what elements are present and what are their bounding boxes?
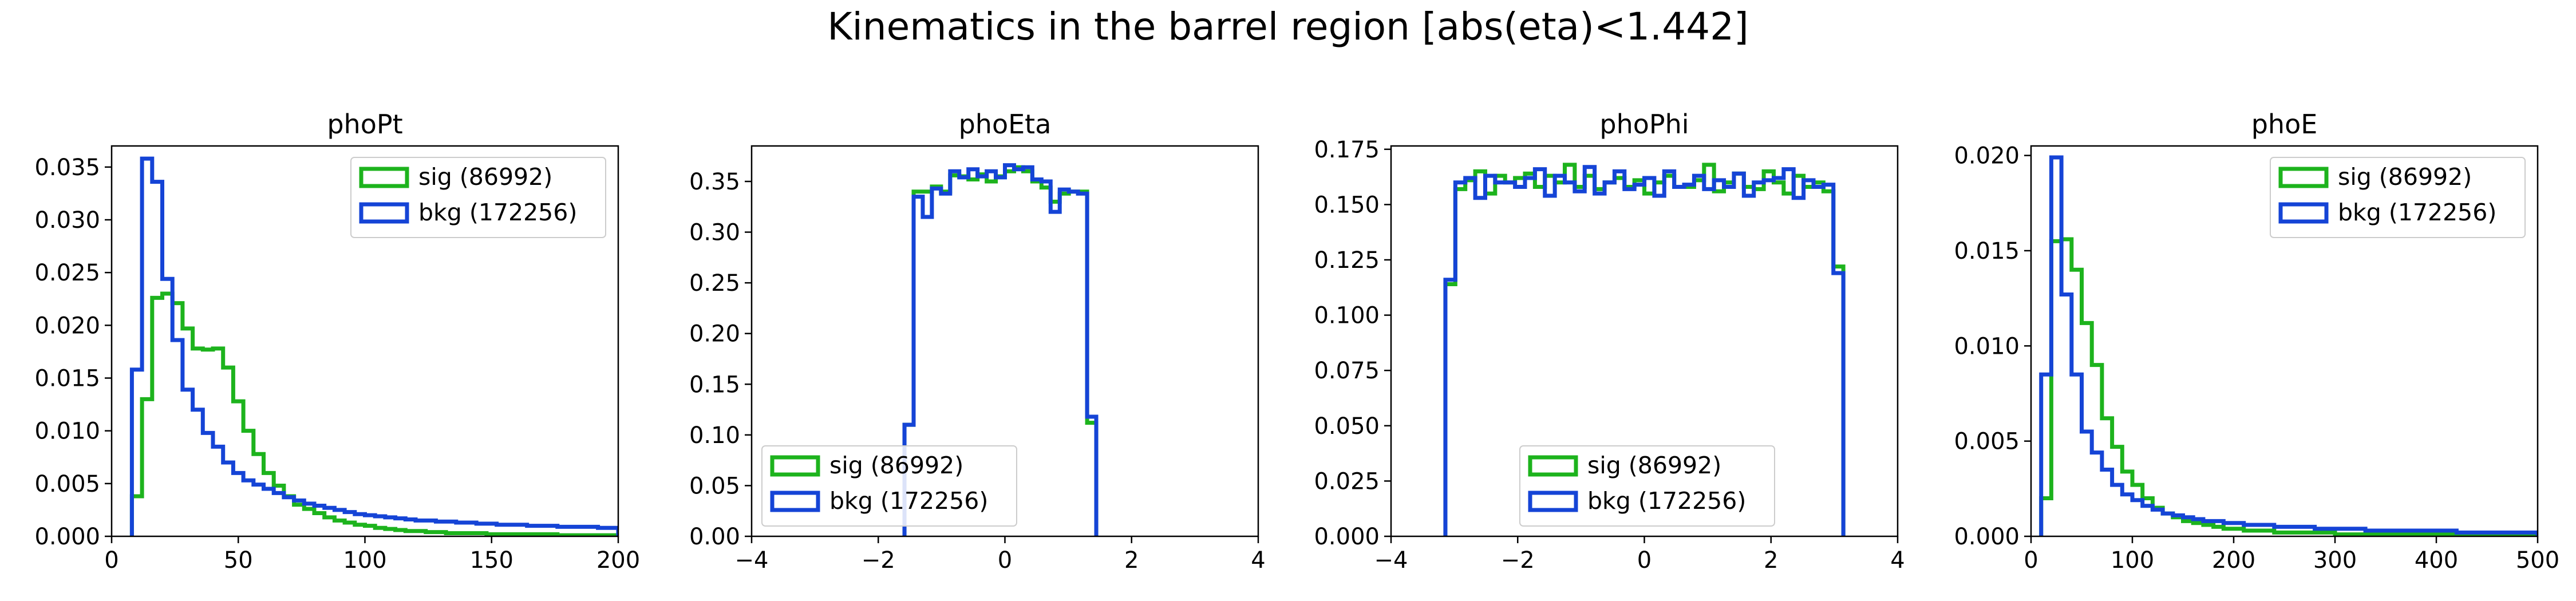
y-tick-label: 0.15 xyxy=(689,371,740,398)
x-tick-label: 100 xyxy=(343,547,386,574)
legend-swatch-sig xyxy=(1528,455,1578,477)
y-tick-label: 0.10 xyxy=(689,422,740,449)
x-tick-label: −4 xyxy=(735,547,769,574)
y-tick-label: 0.020 xyxy=(1954,143,2020,169)
x-tick-label: −2 xyxy=(1501,547,1535,574)
x-tick-label: −2 xyxy=(862,547,895,574)
panel-phoeta: phoEta −4 −2 0 2 4 0.00 0.05 0.10 0.15 0.20 0.25 0.3… xyxy=(689,109,1266,574)
figure-title: Kinematics in the barrel region [abs(eta… xyxy=(827,5,1749,49)
y-tick-label: 0.000 xyxy=(1954,524,2020,550)
y-tick-label: 0.000 xyxy=(34,524,100,550)
legend-label-bkg: bkg (172256) xyxy=(2338,199,2496,226)
x-tick-label: 400 xyxy=(2415,547,2458,574)
legend-label-bkg: bkg (172256) xyxy=(418,199,577,226)
x-tick-label: 0 xyxy=(104,547,118,574)
x-tick-label: 0 xyxy=(2024,547,2038,574)
panel-phophi: phoPhi −4 −2 0 2 4 0.000 0.025 0.050 0.075 0.100 0.… xyxy=(1314,109,1905,574)
y-tick-label: 0.150 xyxy=(1314,192,1380,218)
y-tick-label: 0.015 xyxy=(1954,238,2020,264)
subplot-title: phoPt xyxy=(327,109,402,140)
legend-box xyxy=(761,445,1017,527)
y-tick-label: 0.125 xyxy=(1314,247,1380,274)
y-tick-label: 0.05 xyxy=(689,473,740,499)
legend-label-sig: sig (86992) xyxy=(418,163,552,191)
y-tick-label: 0.015 xyxy=(34,366,100,392)
subplot-title: phoEta xyxy=(959,109,1052,140)
legend-box xyxy=(1519,445,1775,527)
subplot-title: phoPhi xyxy=(1599,109,1689,140)
x-tick-label: 2 xyxy=(1124,547,1139,574)
y-tick-label: 0.025 xyxy=(1314,468,1380,495)
legend-label-bkg: bkg (172256) xyxy=(829,487,988,515)
x-tick-label: 0 xyxy=(1637,547,1652,574)
histogram-bkg xyxy=(1443,165,1846,536)
histogram-sig xyxy=(2039,237,2538,536)
y-tick-label: 0.075 xyxy=(1314,358,1380,384)
x-tick-label: 100 xyxy=(2111,547,2154,574)
y-tick-label: 0.020 xyxy=(34,313,100,339)
legend-swatch-bkg xyxy=(359,202,409,224)
legend-label-sig: sig (86992) xyxy=(829,452,963,479)
legend-box xyxy=(2270,157,2526,238)
histogram-bkg xyxy=(129,156,618,536)
y-tick-label: 0.050 xyxy=(1314,413,1380,440)
legend-swatch-bkg xyxy=(770,491,820,512)
legend-swatch-sig xyxy=(770,455,820,477)
y-tick-label: 0.25 xyxy=(689,270,740,296)
x-tick-label: 4 xyxy=(1890,547,1905,574)
y-tick-label: 0.025 xyxy=(34,260,100,286)
histogram-bkg xyxy=(2039,155,2538,536)
x-tick-label: 0 xyxy=(998,547,1012,574)
x-tick-label: 200 xyxy=(596,547,640,574)
legend-label-sig: sig (86992) xyxy=(1587,452,1721,479)
y-tick-label: 0.20 xyxy=(689,321,740,347)
x-tick-label: 2 xyxy=(1764,547,1778,574)
histogram-sig xyxy=(129,291,618,536)
subplot-title: phoE xyxy=(2251,109,2318,140)
x-tick-label: −4 xyxy=(1374,547,1408,574)
y-tick-label: 0.100 xyxy=(1314,303,1380,329)
legend-label-sig: sig (86992) xyxy=(2338,163,2472,191)
panel-phopt: phoPt 0 50 100 150 200 0.000 0.005 0.010 0.015 0.0… xyxy=(34,109,640,574)
y-tick-label: 0.175 xyxy=(1314,137,1380,163)
y-tick-label: 0.005 xyxy=(34,471,100,497)
axes-frame xyxy=(2030,145,2539,537)
y-tick-label: 0.30 xyxy=(689,220,740,246)
panel-phoe: phoE 0 100 200 300 400 500 0.000 0.005 0.010 0.015… xyxy=(1954,109,2559,574)
legend-swatch-bkg xyxy=(1528,491,1578,512)
y-tick-label: 0.35 xyxy=(689,169,740,195)
x-tick-label: 500 xyxy=(2516,547,2559,574)
x-tick-label: 4 xyxy=(1251,547,1265,574)
x-tick-label: 200 xyxy=(2212,547,2255,574)
x-tick-label: 300 xyxy=(2313,547,2357,574)
x-tick-label: 150 xyxy=(470,547,513,574)
y-tick-label: 0.035 xyxy=(34,155,100,181)
y-tick-label: 0.005 xyxy=(1954,429,2020,455)
y-tick-label: 0.010 xyxy=(34,418,100,445)
legend-label-bkg: bkg (172256) xyxy=(1587,487,1746,515)
y-tick-label: 0.000 xyxy=(1314,524,1380,550)
histogram-bkg xyxy=(902,163,1099,536)
y-tick-label: 0.010 xyxy=(1954,333,2020,359)
legend-swatch-sig xyxy=(2278,167,2329,188)
y-tick-label: 0.030 xyxy=(34,207,100,234)
x-tick-label: 50 xyxy=(224,547,253,574)
legend-swatch-sig xyxy=(359,167,409,188)
legend-box xyxy=(350,157,606,238)
legend-swatch-bkg xyxy=(2278,202,2329,224)
y-tick-label: 0.00 xyxy=(689,524,740,550)
